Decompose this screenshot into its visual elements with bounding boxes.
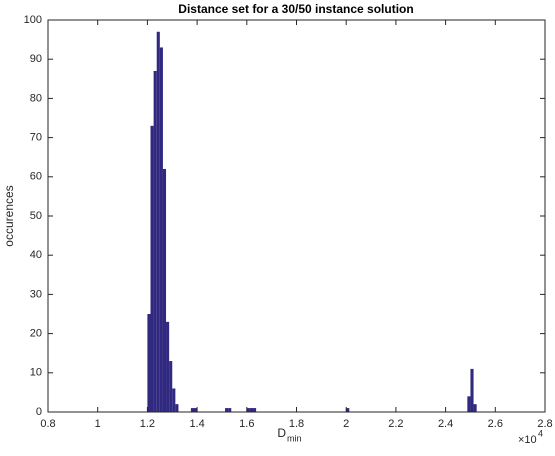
bar [193, 408, 198, 412]
bar [190, 408, 194, 412]
bar [166, 321, 170, 412]
x-tick-label: 2.8 [537, 418, 552, 430]
y-tick-label: 0 [36, 406, 42, 418]
bar [175, 404, 179, 412]
y-tick-label: 50 [30, 210, 42, 222]
y-tick-label: 80 [30, 92, 42, 104]
bar [172, 388, 176, 412]
bar [156, 31, 160, 412]
x-tick-label: 1.6 [239, 418, 254, 430]
y-tick-label: 60 [30, 171, 42, 183]
y-tick-label: 10 [30, 367, 42, 379]
x-multiplier: ×10 [518, 434, 537, 446]
y-tick-label: 20 [30, 328, 42, 340]
x-multiplier-power: 4 [538, 428, 543, 438]
bar [470, 368, 474, 412]
x-tick-label: 2.2 [388, 418, 403, 430]
bar [467, 396, 471, 412]
x-tick-label: 1 [95, 418, 101, 430]
y-tick-label: 70 [30, 132, 42, 144]
bar [228, 408, 232, 412]
bar [153, 70, 157, 413]
x-tick-label: 1.2 [140, 418, 155, 430]
chart-title: Distance set for a 30/50 instance soluti… [178, 2, 413, 16]
bar [147, 314, 151, 412]
bar [249, 408, 254, 412]
bar [150, 125, 154, 412]
x-tick-label: 1.8 [289, 418, 304, 430]
x-tick-label: 2 [343, 418, 349, 430]
x-axis-label-subscript: min [287, 433, 302, 443]
bar [169, 361, 173, 412]
bar [473, 404, 477, 412]
bar [246, 408, 250, 412]
bar [159, 47, 163, 412]
y-tick-label: 40 [30, 249, 42, 261]
bar [162, 168, 167, 412]
y-axis-label: occurences [2, 185, 16, 246]
x-tick-label: 2.4 [438, 418, 453, 430]
plot-frame [47, 19, 546, 413]
y-tick-label: 30 [30, 288, 42, 300]
x-tick-label: 2.6 [488, 418, 503, 430]
x-axis-label: D [277, 426, 286, 440]
y-tick-label: 90 [30, 53, 42, 65]
x-tick-label: 0.8 [40, 418, 55, 430]
bar [253, 408, 257, 412]
y-tick-label: 100 [24, 14, 42, 26]
bar [225, 408, 229, 412]
bar [346, 408, 350, 412]
x-tick-label: 1.4 [189, 418, 204, 430]
